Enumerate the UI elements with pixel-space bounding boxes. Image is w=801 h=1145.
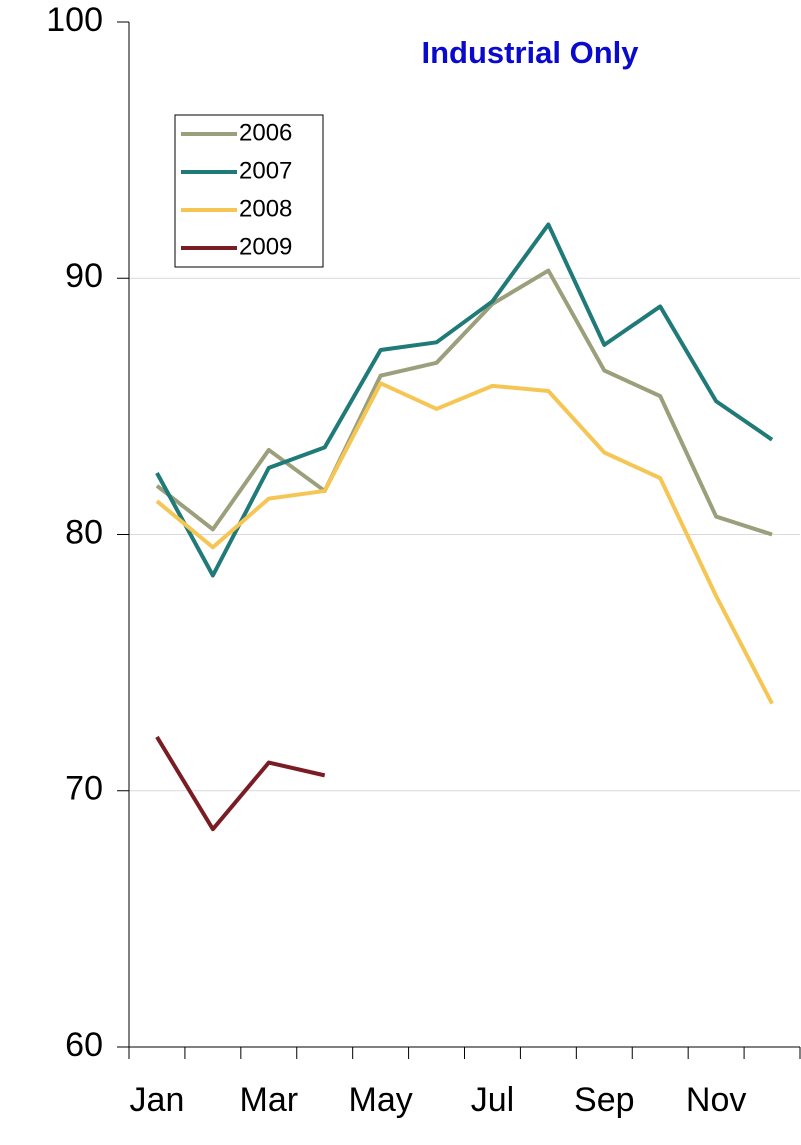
y-tick-label: 100 [46, 1, 103, 39]
y-tick-label: 80 [65, 513, 103, 551]
y-tick-label: 90 [65, 257, 103, 295]
x-tick-label: Jan [130, 1081, 185, 1119]
series-line [155, 381, 774, 705]
series-line [155, 735, 326, 832]
chart-title: Industrial Only [421, 35, 639, 70]
legend-box [174, 114, 324, 268]
series-line [155, 268, 773, 537]
x-tick-label: Mar [240, 1081, 299, 1119]
legend-label: 2009 [239, 233, 292, 260]
legend-label: 2008 [239, 195, 292, 222]
x-tick-label: May [349, 1081, 413, 1119]
x-tick-label: Nov [686, 1081, 746, 1119]
y-tick-label: 60 [65, 1026, 103, 1064]
y-tick-label: 70 [65, 770, 103, 808]
series-line [155, 222, 774, 578]
legend-label: 2007 [239, 157, 292, 184]
x-tick-label: Jul [471, 1081, 514, 1119]
x-tick-label: Sep [574, 1081, 635, 1119]
legend-label: 2006 [239, 119, 292, 146]
